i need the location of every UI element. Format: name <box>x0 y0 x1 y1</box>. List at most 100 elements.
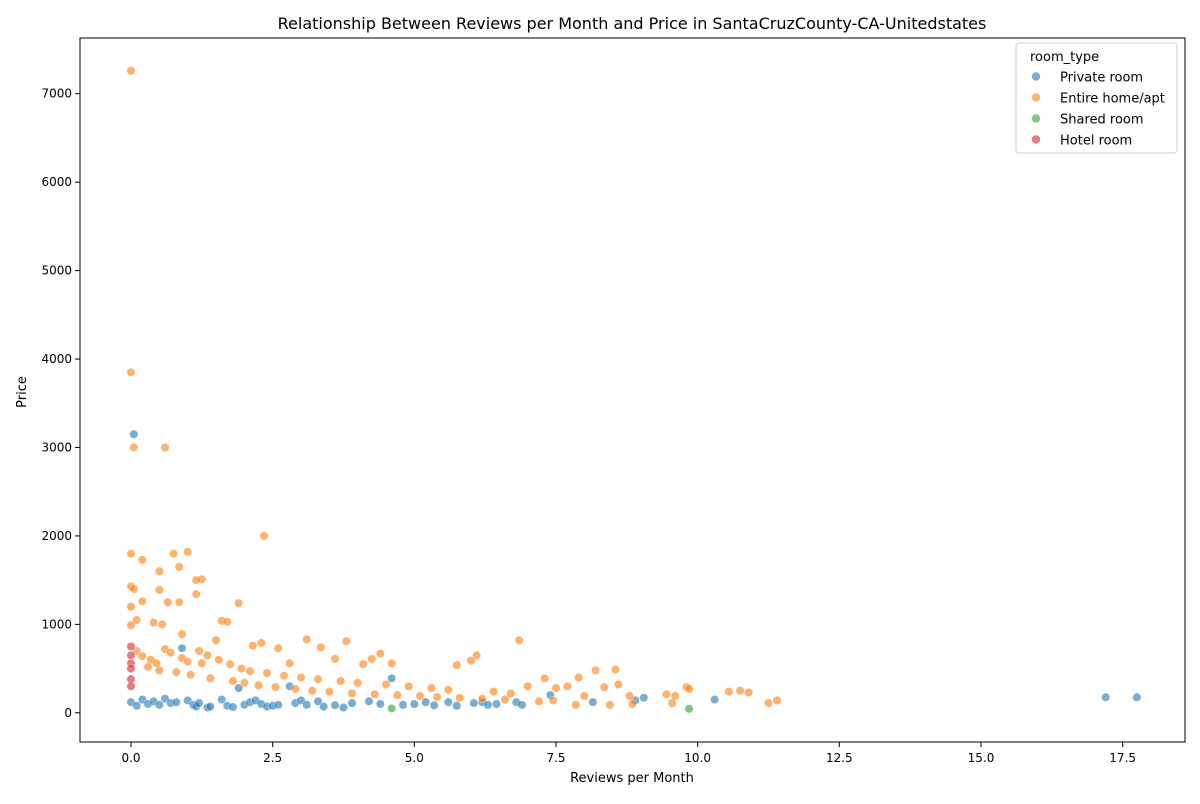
legend-frame <box>1015 42 1178 154</box>
data-point <box>724 687 734 697</box>
data-point <box>472 650 482 660</box>
data-point <box>588 697 598 707</box>
data-point <box>605 700 615 710</box>
data-point <box>426 683 436 693</box>
data-point <box>137 555 147 565</box>
y-tick-label: 1000 <box>41 617 72 631</box>
data-point <box>157 619 167 629</box>
data-point <box>273 700 283 710</box>
data-point <box>763 698 773 708</box>
legend-marker <box>1031 72 1041 81</box>
data-point <box>126 66 136 76</box>
data-point <box>171 667 181 677</box>
data-point <box>160 442 170 452</box>
data-point <box>197 658 207 668</box>
data-point <box>523 681 533 691</box>
data-point <box>194 646 204 656</box>
data-point <box>234 683 244 693</box>
data-point <box>290 684 300 694</box>
data-point <box>174 597 184 607</box>
series-3 <box>126 641 136 691</box>
y-axis: 0 1000 2000 3000 4000 5000 6000 7000 <box>41 87 80 720</box>
data-point <box>551 683 561 693</box>
data-point <box>336 676 346 686</box>
data-point <box>415 691 425 701</box>
data-point <box>302 634 312 644</box>
data-point <box>163 597 173 607</box>
legend: room_type Private room Entire home/apt Shar… <box>1015 42 1178 154</box>
data-point <box>548 695 558 705</box>
data-point <box>205 673 215 683</box>
data-point <box>500 695 510 705</box>
data-point <box>203 650 213 660</box>
legend-entry: Private room <box>1060 71 1143 86</box>
data-point <box>1132 692 1142 702</box>
data-point <box>579 691 589 701</box>
y-axis-label: Price <box>15 376 30 408</box>
data-point <box>514 635 524 645</box>
data-point <box>489 687 499 697</box>
data-point <box>183 547 193 557</box>
data-point <box>347 698 357 708</box>
x-tick-label: 5.0 <box>405 751 424 765</box>
data-point <box>273 643 283 653</box>
data-point <box>358 659 368 669</box>
y-tick-label: 3000 <box>41 440 72 454</box>
data-point <box>387 703 397 713</box>
data-point <box>132 701 142 711</box>
data-point <box>661 689 671 699</box>
data-point <box>432 692 442 702</box>
data-point <box>225 659 235 669</box>
data-point <box>627 699 637 709</box>
data-point <box>404 681 414 691</box>
data-point <box>222 617 232 627</box>
data-point <box>387 658 397 668</box>
data-point <box>684 684 694 694</box>
series-2 <box>387 703 694 714</box>
data-point <box>735 686 745 696</box>
data-point <box>319 702 329 712</box>
x-tick-label: 15.0 <box>968 751 995 765</box>
x-tick-label: 12.5 <box>826 751 853 765</box>
data-point <box>429 700 439 710</box>
data-point <box>455 693 465 703</box>
data-point <box>367 654 377 664</box>
data-point <box>154 566 164 576</box>
data-point <box>452 660 462 670</box>
data-point <box>421 697 431 707</box>
data-point <box>1101 692 1111 702</box>
y-tick-label: 5000 <box>41 264 72 278</box>
data-point <box>347 688 357 698</box>
data-point <box>387 673 397 683</box>
y-tick-label: 6000 <box>41 175 72 189</box>
data-point <box>313 696 323 706</box>
data-point <box>129 429 139 439</box>
data-point <box>137 651 147 661</box>
data-point <box>772 695 782 705</box>
data-point <box>126 549 136 559</box>
data-point <box>571 700 581 710</box>
data-point <box>234 598 244 608</box>
data-point <box>126 602 136 612</box>
data-point <box>154 700 164 710</box>
data-point <box>171 697 181 707</box>
chart-title: Relationship Between Reviews per Month a… <box>278 14 987 33</box>
data-point <box>639 693 649 703</box>
data-point <box>205 702 215 712</box>
data-point <box>517 700 527 710</box>
data-point <box>126 681 136 691</box>
y-tick-label: 7000 <box>41 87 72 101</box>
data-point <box>217 695 227 705</box>
data-point <box>152 658 162 668</box>
data-point <box>279 671 289 681</box>
data-point <box>262 668 272 678</box>
data-point <box>375 699 385 709</box>
x-tick-label: 7.5 <box>546 751 565 765</box>
legend-marker <box>1031 135 1041 144</box>
data-point <box>191 589 201 599</box>
data-point <box>132 615 142 625</box>
data-point <box>313 674 323 684</box>
data-point <box>211 635 221 645</box>
